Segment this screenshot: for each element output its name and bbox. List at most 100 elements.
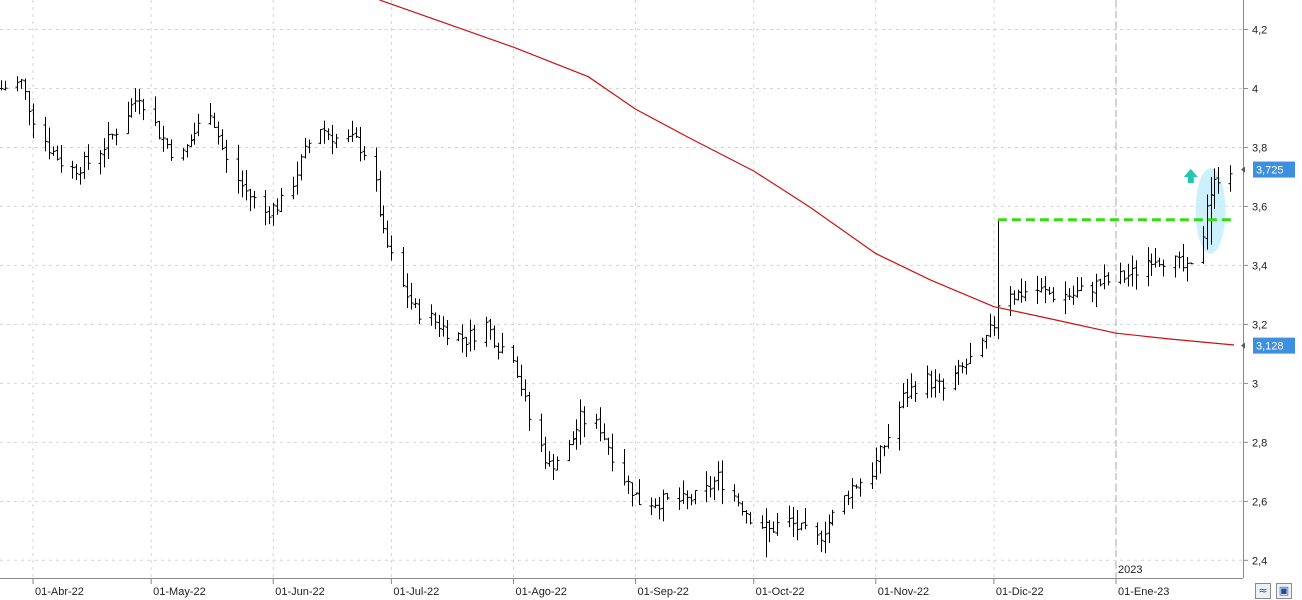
ohlc-bar bbox=[858, 478, 863, 497]
ohlc-bar bbox=[775, 513, 780, 536]
ohlc-bar bbox=[519, 364, 524, 397]
ohlc-bar bbox=[460, 324, 465, 353]
y-tick-label: 4,2 bbox=[1252, 24, 1267, 36]
ohlc-bar bbox=[767, 520, 772, 543]
ohlc-bar bbox=[1102, 264, 1107, 290]
moving-average-line bbox=[379, 0, 1235, 346]
ohlc-bar bbox=[736, 493, 741, 507]
ohlc-bar bbox=[791, 506, 796, 538]
ohlc-bar bbox=[1181, 243, 1186, 272]
ohlc-bar bbox=[626, 475, 631, 494]
ohlc-bar bbox=[897, 401, 902, 451]
ohlc-bar bbox=[1035, 275, 1040, 305]
ohlc-bar bbox=[953, 365, 958, 391]
ohlc-bar bbox=[846, 490, 851, 505]
ohlc-bar bbox=[744, 509, 749, 524]
ohlc-bar bbox=[224, 139, 229, 173]
ohlc-bar bbox=[244, 170, 249, 201]
ohlc-bar bbox=[708, 476, 713, 498]
y-tick-label: 3,4 bbox=[1252, 260, 1267, 272]
x-tick-label: 01-Ago-22 bbox=[515, 586, 566, 598]
ohlc-bar bbox=[1157, 257, 1162, 267]
ohlc-bar bbox=[582, 406, 587, 438]
price-badges: 3,725 3,128 bbox=[1241, 161, 1295, 354]
ohlc-bar bbox=[523, 379, 528, 402]
ohlc-bar bbox=[263, 190, 268, 226]
breakout-highlight bbox=[1195, 167, 1226, 254]
ohlc-bar bbox=[74, 163, 79, 181]
ohlc-bar bbox=[484, 316, 489, 347]
ohlc-bar bbox=[878, 445, 883, 474]
ohlc-bar bbox=[732, 484, 737, 502]
ohlc-bar bbox=[567, 439, 572, 462]
ohlc-bar bbox=[374, 147, 379, 192]
ohlc-bar bbox=[685, 490, 690, 510]
ohlc-bar bbox=[630, 482, 635, 507]
ohlc-bar bbox=[511, 345, 516, 363]
ohlc-bar bbox=[677, 487, 682, 510]
ohlc-bar bbox=[405, 273, 410, 308]
ohlc-bar bbox=[539, 413, 544, 452]
y-tick-label: 3 bbox=[1252, 378, 1258, 390]
ohlc-bar bbox=[850, 478, 855, 509]
ohlc-bar bbox=[693, 489, 698, 505]
ohlc-bar bbox=[1126, 263, 1131, 287]
ohlc-bar bbox=[133, 88, 138, 112]
ohlc-bar bbox=[318, 129, 323, 145]
badge-pointer bbox=[1241, 166, 1245, 173]
ohlc-bar bbox=[665, 493, 670, 500]
ohlc-bar bbox=[350, 120, 355, 142]
ohlc-bar bbox=[27, 90, 32, 126]
ohlc-bar bbox=[996, 219, 1001, 340]
ohlc-bar bbox=[1008, 286, 1013, 316]
ohlc-bar bbox=[86, 144, 91, 170]
price-badge: 3,128 bbox=[1241, 337, 1295, 354]
ohlc-bar bbox=[787, 505, 792, 528]
ohlc-bar bbox=[1118, 262, 1123, 285]
ohlc-bar bbox=[1023, 281, 1028, 302]
ohlc-bar bbox=[0, 80, 4, 91]
ohlc-bar bbox=[913, 381, 918, 402]
ohlc-bar bbox=[704, 471, 709, 503]
y-tick-label: 3,2 bbox=[1252, 319, 1267, 331]
ohlc-bar bbox=[956, 359, 961, 385]
ohlc-bar bbox=[1094, 273, 1099, 308]
ohlc-bar bbox=[854, 484, 859, 489]
ohlc-bar bbox=[196, 113, 201, 137]
ohlc-bar bbox=[456, 332, 461, 342]
ohlc-bar bbox=[941, 378, 946, 401]
chart-mode-icon[interactable]: ≈ bbox=[1255, 583, 1271, 599]
ohlc-bar bbox=[1212, 168, 1217, 210]
ohlc-bar bbox=[988, 313, 993, 338]
ohlc-bar bbox=[126, 101, 131, 135]
ohlc-bar bbox=[1071, 285, 1076, 305]
ohlc-bar bbox=[129, 98, 134, 118]
ohlc-bar bbox=[23, 78, 28, 100]
ohlc-bar bbox=[716, 461, 721, 491]
ohlc-bar bbox=[185, 144, 190, 158]
ohlc-bar bbox=[236, 144, 241, 194]
ohlc-bar bbox=[909, 373, 914, 399]
ohlc-bar bbox=[1228, 165, 1233, 192]
y-tick-label: 2,6 bbox=[1252, 496, 1267, 508]
price-bars bbox=[0, 76, 1233, 558]
ohlc-bar bbox=[208, 102, 213, 125]
ohlc-bar bbox=[488, 318, 493, 340]
ohlc-bar bbox=[933, 369, 938, 398]
ohlc-bar bbox=[842, 495, 847, 515]
x-tick-label: 01-Jul-22 bbox=[393, 586, 439, 598]
ohlc-bar bbox=[98, 150, 103, 175]
ohlc-bar bbox=[925, 365, 930, 399]
x-tick-label: 01-Abr-22 bbox=[35, 586, 84, 598]
ohlc-bar bbox=[527, 391, 532, 431]
ohlc-bar bbox=[1012, 290, 1017, 305]
highlight-ellipse bbox=[1195, 167, 1226, 254]
ohlc-bar bbox=[1122, 270, 1127, 283]
ohlc-bar bbox=[543, 436, 548, 470]
save-icon[interactable]: ▣ bbox=[1276, 583, 1292, 599]
ohlc-bar bbox=[299, 154, 304, 181]
ohlc-bar bbox=[192, 122, 197, 145]
ohlc-bar bbox=[547, 451, 552, 467]
ohlc-bar bbox=[31, 103, 36, 139]
